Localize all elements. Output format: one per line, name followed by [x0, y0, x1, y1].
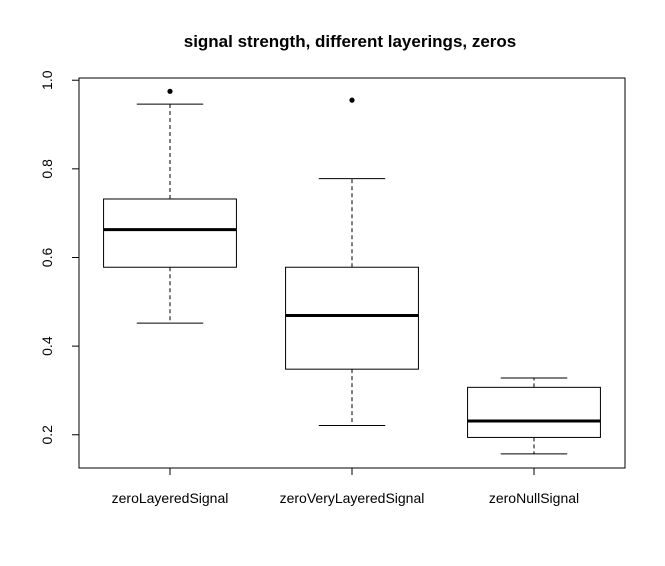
- interquartile-box: [467, 386, 601, 438]
- x-tick-label: zeroVeryLayeredSignal: [280, 490, 425, 506]
- y-tick-label: 1.0: [39, 70, 55, 90]
- y-tick-label: 0.6: [39, 248, 55, 268]
- box-zeroNullSignal: [467, 377, 601, 455]
- x-axis: zeroLayeredSignal zeroVeryLayeredSignal ze…: [112, 468, 579, 506]
- y-axis: 0.2 0.4 0.6 0.8 1.0: [39, 70, 80, 445]
- interquartile-box: [285, 266, 419, 370]
- box-zeroVeryLayeredSignal: [285, 97, 419, 426]
- x-tick-label: zeroNullSignal: [489, 490, 579, 506]
- interquartile-box: [103, 198, 237, 268]
- y-tick-label: 0.4: [39, 336, 55, 356]
- outlier-point: [349, 97, 355, 103]
- x-tick-label: zeroLayeredSignal: [112, 490, 229, 506]
- y-tick-label: 0.8: [39, 159, 55, 179]
- boxes: [103, 88, 601, 455]
- y-tick-label: 0.2: [39, 425, 55, 445]
- outlier-point: [167, 88, 173, 94]
- chart-title: signal strength, different layerings, ze…: [184, 32, 517, 51]
- box-zeroLayeredSignal: [103, 88, 237, 324]
